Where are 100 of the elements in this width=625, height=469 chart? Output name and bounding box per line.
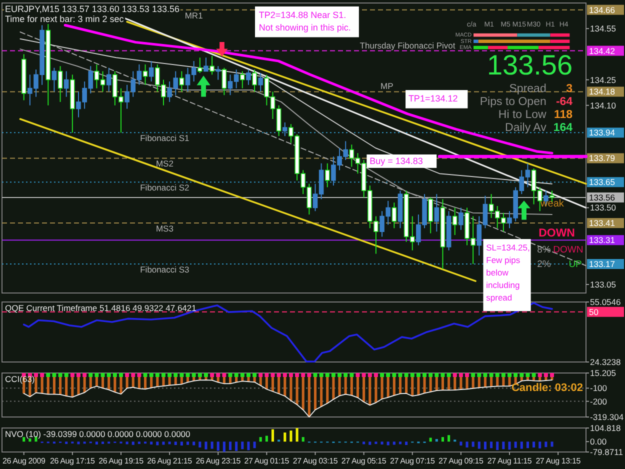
candlestick: [179, 70, 184, 92]
x-tick-label: 27 Aug 05:15: [341, 456, 387, 466]
candlestick: [252, 69, 257, 92]
bar: [508, 442, 511, 450]
candlestick: [210, 55, 214, 76]
bar: [550, 442, 554, 447]
y-tick-label: 104.818: [590, 423, 621, 433]
annotation: 118: [554, 108, 574, 121]
ref-line-label: 133.56: [589, 192, 616, 202]
bar: [460, 442, 462, 446]
bar: [28, 438, 32, 442]
y-tick-label: 134.55: [590, 24, 616, 34]
annotation: weak: [540, 198, 565, 210]
annotation: -64: [556, 96, 574, 108]
bar: [448, 435, 450, 442]
candlestick: [52, 67, 57, 92]
x-tick-label: 26 Aug 2009: [2, 456, 46, 466]
candlestick: [198, 57, 202, 74]
annotation: MS2: [156, 158, 174, 169]
candlestick: [434, 194, 440, 232]
y-tick-label: -79.8711: [590, 447, 624, 457]
x-tick-label: 26 Aug 23:15: [196, 456, 242, 466]
bar: [496, 442, 499, 450]
bar: [380, 442, 384, 444]
annotation: 8%: [537, 244, 552, 256]
bar: [538, 442, 542, 448]
ref-line-label: 133.31: [589, 235, 616, 246]
candlestick: [148, 60, 154, 82]
candlestick: [458, 207, 464, 230]
x-tick-label: 27 Aug 09:15: [438, 456, 484, 466]
annotation: UP: [568, 258, 582, 270]
bar: [156, 442, 159, 446]
bar: [216, 442, 220, 451]
bar: [253, 442, 256, 448]
annotation: SL=134.25,: [486, 242, 530, 253]
bar: [174, 442, 177, 445]
candlestick: [64, 70, 69, 98]
candlestick: [222, 67, 227, 96]
x-tick-label: 27 Aug 13:15: [536, 456, 582, 466]
ref-line-label: 134.66: [589, 4, 616, 15]
annotation: spread: [486, 292, 512, 303]
y-tick-label: 55.0546: [590, 297, 621, 307]
bar: [222, 442, 226, 452]
bar: [284, 432, 286, 442]
candlestick: [142, 64, 148, 86]
bar: [204, 442, 208, 450]
annotation: Daily Av: [505, 122, 547, 134]
bar: [228, 442, 232, 450]
bar: [544, 442, 548, 448]
annotation: Fibonacci S3: [140, 264, 190, 274]
annotation: below: [486, 268, 510, 278]
bar: [302, 437, 304, 442]
y-tick-label: -319.304: [590, 412, 624, 422]
annotation: 164: [553, 122, 574, 134]
candlestick: [324, 162, 330, 188]
chart-title: EURJPY,M15 133.57 133.60 133.53 133.56: [5, 4, 180, 14]
bar: [405, 442, 408, 445]
annotation: MR1: [184, 10, 204, 20]
candlestick: [240, 70, 245, 89]
bar: [386, 442, 390, 446]
bar: [186, 442, 190, 445]
bar: [198, 442, 202, 448]
bar: [478, 442, 480, 449]
y-tick-label: 134.10: [590, 100, 616, 110]
annotation: MS3: [156, 224, 174, 234]
candlestick: [258, 72, 264, 92]
y-tick-label: 15.205: [590, 368, 616, 378]
annotation: TP1=134.12: [408, 94, 458, 104]
bar: [77, 442, 80, 444]
candlestick: [246, 69, 251, 86]
ref-line-label: 133.41: [589, 218, 616, 228]
candlestick: [452, 207, 458, 236]
x-tick-label: 27 Aug 03:15: [292, 456, 338, 466]
y-tick-label: 24.3238: [590, 357, 621, 367]
candlestick: [282, 122, 288, 137]
ref-line-label: 134.42: [589, 46, 616, 56]
candlestick: [216, 66, 221, 80]
text: Time for next bar: 3 min 2 sec: [5, 14, 124, 24]
bar: [398, 442, 402, 444]
candlestick: [106, 67, 112, 92]
annotation: Fibonacci S1: [140, 133, 190, 144]
annotation: TP2=134.88 Near S1.: [258, 10, 346, 20]
x-tick-label: 27 Aug 01:15: [244, 456, 290, 466]
chart-title: NVO (10) -39.0399 0.0000 0.0000 0.0000 0.0000: [5, 429, 191, 439]
candlestick: [392, 202, 397, 229]
bar: [210, 442, 214, 449]
ref-line-label: 133.65: [589, 177, 616, 188]
annotation: Buy = 134.83: [370, 156, 423, 166]
y-tick-label: -200: [590, 396, 608, 406]
bar: [502, 442, 505, 450]
annotation: 3: [566, 82, 573, 95]
bar: [168, 442, 171, 444]
x-tick-label: 26 Aug 21:15: [147, 456, 193, 466]
annotation: Hi to Low: [498, 108, 548, 121]
bar: [192, 442, 196, 446]
bar: [472, 442, 474, 447]
annotation: 2%: [537, 258, 552, 270]
annotation: including: [486, 280, 520, 290]
bar: [520, 442, 523, 449]
bar: [132, 442, 134, 445]
